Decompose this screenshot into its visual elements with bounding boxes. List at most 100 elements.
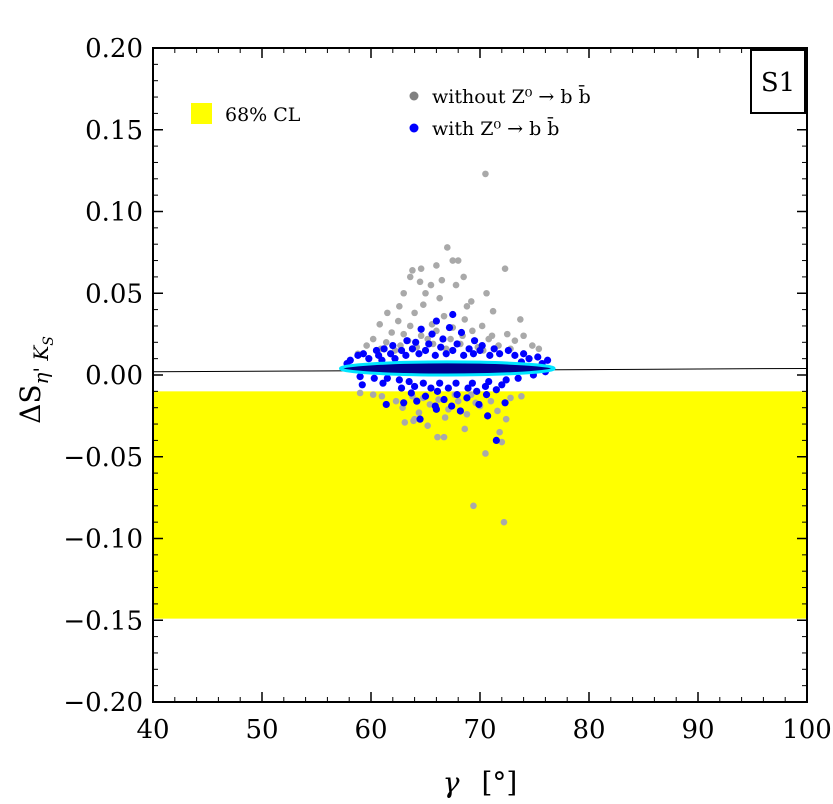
point-without-z0-6 [409,267,416,274]
y-axis-title-sub: η' K [29,345,53,385]
point-without-z0-96 [518,392,525,400]
point-without-z0-85 [502,415,510,423]
point-without-z0-28 [517,316,524,323]
point-with-z0-22 [449,346,457,355]
point-without-z0-5 [501,265,509,273]
point-without-z0-80 [463,410,471,418]
point-with-z0-63 [379,379,387,387]
point-without-z0-15 [422,289,429,297]
point-with-z0-24 [504,346,512,355]
point-without-z0-58 [442,345,450,353]
point-with-z0-28 [442,350,450,358]
point-without-z0-47 [447,335,454,343]
point-with-z0-34 [402,351,410,359]
y-tick-label: 0.00 [85,361,143,391]
y-tick-label: 0.20 [85,34,143,64]
y-tick-label: 0.10 [85,198,143,228]
point-with-z0-73 [492,386,500,394]
point-with-z0-41 [391,355,399,363]
point-without-z0-48 [485,335,493,343]
point-with-z0-82 [448,402,456,410]
point-without-z0-4 [433,262,440,269]
point-without-z0-61 [535,345,543,353]
x-tick-label: 90 [681,715,714,745]
y-tick-label: −0.20 [63,688,143,718]
point-without-z0-76 [494,407,501,415]
point-without-z0-49 [511,337,519,344]
point-without-z0-39 [520,332,527,340]
legend-without-label: without Z⁰ → b b̄ [432,84,591,108]
point-with-z0-21 [421,346,430,355]
point-with-z0-55 [514,374,522,382]
point-with-z0-42 [525,355,533,363]
point-with-z0-25 [359,350,367,358]
point-with-z0-66 [444,384,452,392]
point-with-z0-3 [445,323,454,332]
point-without-z0-86 [378,392,386,400]
point-with-z0-11 [425,340,433,348]
point-with-z0-20 [397,346,406,355]
y-axis-title-main: ΔS [14,384,47,423]
point-without-z0-2 [449,257,457,264]
point-with-z0-50 [370,374,378,382]
point-without-z0-12 [427,281,435,289]
point-without-z0-92 [470,502,477,510]
point-without-z0-94 [434,433,441,441]
point-without-z0-19 [420,301,427,308]
point-without-z0-16 [483,289,490,297]
point-without-z0-81 [401,419,409,426]
point-with-z0-72 [473,387,481,395]
central-region-ellipse [338,360,556,377]
point-without-z0-79 [441,414,449,421]
y-tick-label: 0.05 [85,279,143,309]
point-without-z0-13 [452,281,460,289]
point-with-z0-59 [452,379,460,387]
point-with-z0-35 [431,351,439,359]
point-without-z0-35 [400,330,408,338]
point-with-z0-5 [457,328,466,337]
point-with-z0-7 [439,335,447,343]
x-axis-title: γ [°] [443,766,518,799]
point-without-z0-3 [454,257,462,264]
point-without-z0-55 [529,342,536,349]
point-without-z0-89 [496,428,503,436]
point-without-z0-70 [487,397,495,405]
point-with-z0-39 [534,353,542,361]
point-with-z0-4 [428,330,436,338]
point-with-z0-70 [397,384,406,392]
point-with-z0-76 [421,392,430,400]
point-with-z0-38 [511,351,519,359]
legend-with-label: with Z⁰ → b b̄ [432,116,559,140]
point-with-z0-23 [476,346,484,355]
point-without-z0-18 [467,298,475,305]
point-without-z0-95 [369,391,377,398]
point-without-z0-78 [415,409,423,416]
point-with-z0-62 [502,376,510,384]
x-tick-label: 80 [572,715,605,745]
point-without-z0-20 [463,303,471,310]
point-without-z0-97 [356,389,364,397]
point-with-z0-90 [456,407,464,415]
point-without-z0-43 [469,327,476,335]
point-with-z0-84 [382,400,390,409]
point-with-z0-88 [416,415,424,423]
point-without-z0-8 [406,273,414,281]
y-tick-label: −0.05 [63,443,143,473]
point-without-z0-26 [461,316,469,323]
point-with-z0-43 [543,356,552,364]
x-tick-label: 60 [354,715,387,745]
point-with-z0-26 [387,350,395,358]
point-with-z0-40 [365,355,373,363]
point-with-z0-64 [411,382,419,391]
point-with-z0-74 [407,389,415,397]
point-without-z0-32 [478,322,486,330]
point-without-z0-71 [507,394,514,402]
point-with-z0-86 [501,399,509,407]
point-with-z0-27 [415,350,423,358]
point-without-z0-11 [416,278,424,286]
point-with-z0-15 [408,345,417,353]
point-without-z0-99 [410,417,417,425]
point-with-z0-81 [475,400,483,409]
point-with-z0-0 [432,317,440,325]
point-without-z0-91 [498,438,506,446]
